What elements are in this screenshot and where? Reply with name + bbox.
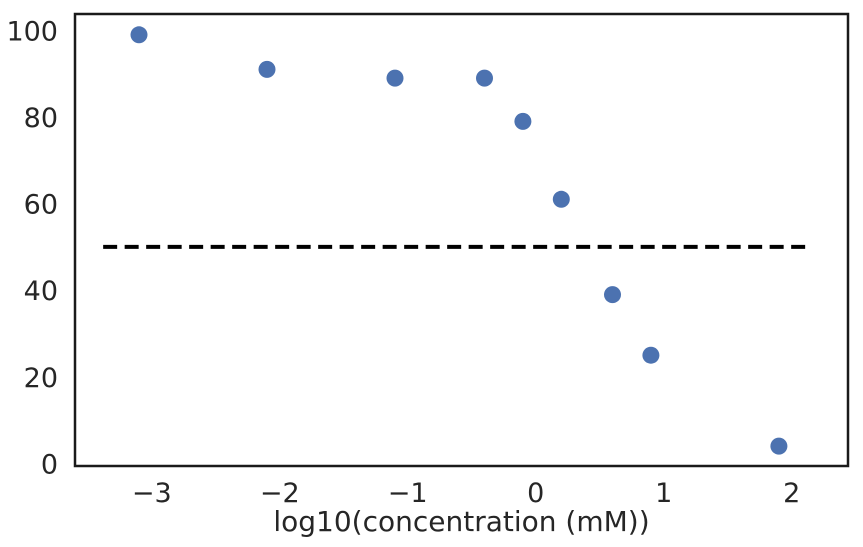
data-point	[258, 60, 276, 78]
y-tick-label: 80	[24, 103, 58, 134]
data-point	[514, 112, 532, 130]
x-tick-label: −2	[260, 478, 300, 509]
x-tick-label: 2	[783, 478, 800, 509]
x-tick-label: 1	[655, 478, 672, 509]
y-tick-label: 40	[24, 276, 58, 307]
x-axis-label: log10(concentration (mM))	[273, 505, 649, 538]
data-point	[642, 346, 660, 364]
data-point	[552, 190, 570, 208]
plot-area-spines	[73, 12, 850, 468]
data-point	[476, 69, 493, 87]
data-point	[770, 437, 788, 455]
data-point	[130, 26, 148, 44]
x-tick-label: 0	[527, 478, 544, 509]
y-tick-label: 0	[41, 449, 58, 480]
y-tick-label: 60	[24, 190, 58, 221]
x-tick-label: −3	[132, 478, 172, 509]
y-tick-labels-layer: 0 20 40 60 80 100	[6, 17, 58, 481]
data-point	[386, 69, 404, 87]
data-points-layer	[130, 26, 788, 455]
x-tick-label: −1	[388, 478, 428, 509]
y-tick-label: 20	[24, 363, 58, 394]
x-tick-labels-layer: −3 −2 −1 0 1 2	[132, 478, 800, 509]
data-point	[604, 286, 621, 304]
y-tick-label: 100	[6, 17, 58, 48]
